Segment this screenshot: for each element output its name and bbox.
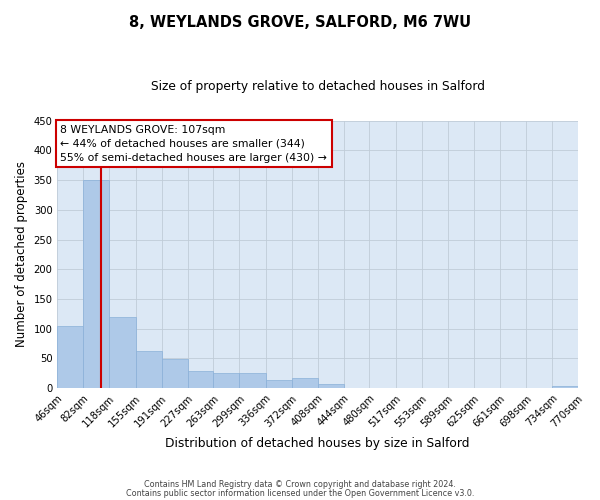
Bar [136,352,161,388]
Bar [58,326,83,388]
Title: Size of property relative to detached houses in Salford: Size of property relative to detached ho… [151,80,485,93]
Text: Contains public sector information licensed under the Open Government Licence v3: Contains public sector information licen… [126,490,474,498]
Bar [266,380,292,388]
Bar [188,371,214,388]
X-axis label: Distribution of detached houses by size in Salford: Distribution of detached houses by size … [166,437,470,450]
Bar [214,374,239,388]
Bar [552,386,578,388]
Y-axis label: Number of detached properties: Number of detached properties [15,162,28,348]
Bar [161,359,188,388]
Bar [239,374,266,388]
Text: 8, WEYLANDS GROVE, SALFORD, M6 7WU: 8, WEYLANDS GROVE, SALFORD, M6 7WU [129,15,471,30]
Bar [292,378,317,388]
Bar [83,180,109,388]
Text: 8 WEYLANDS GROVE: 107sqm
← 44% of detached houses are smaller (344)
55% of semi-: 8 WEYLANDS GROVE: 107sqm ← 44% of detach… [60,124,327,162]
Text: Contains HM Land Registry data © Crown copyright and database right 2024.: Contains HM Land Registry data © Crown c… [144,480,456,489]
Bar [109,317,136,388]
Bar [317,384,344,388]
